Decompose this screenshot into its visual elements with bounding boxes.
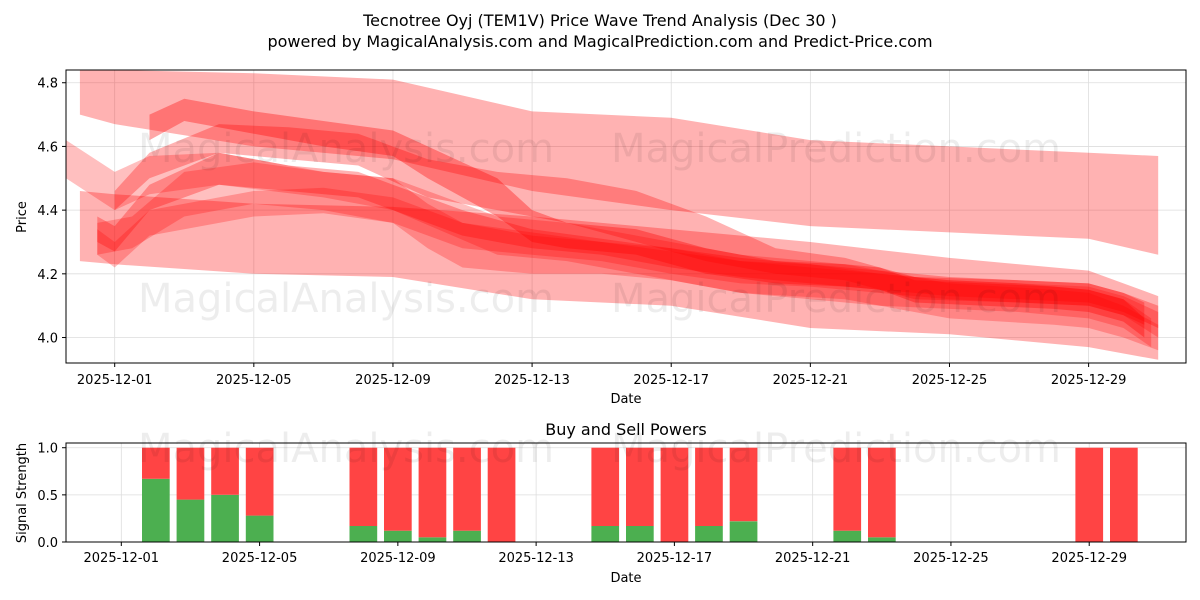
powers-x-ticks: 2025-12-01 2025-12-05 2025-12-09 2025-12-13…: [84, 542, 1127, 566]
powers-y-ticks: 0.0 0.5 1.0: [37, 442, 66, 551]
price-y-axis-label: Price: [15, 201, 30, 233]
price-x-tick-label: 2025-12-05: [216, 373, 292, 388]
sell-bar: [591, 447, 620, 526]
powers-x-tick-label: 2025-12-05: [222, 551, 298, 566]
chart-title: Tecnotree Oyj (TEM1V) Price Wave Trend A…: [362, 11, 837, 30]
price-x-axis-label: Date: [610, 392, 641, 407]
price-band-wave-f: [97, 152, 1159, 328]
price-y-tick-label: 4.6: [37, 140, 58, 155]
price-y-tick-label: 4.0: [37, 332, 58, 347]
sell-bar: [487, 447, 516, 542]
powers-x-tick-label: 2025-12-17: [637, 551, 713, 566]
buy-bar: [142, 478, 170, 542]
price-x-tick-label: 2025-12-09: [355, 373, 431, 388]
price-band-wide-upper: [79, 70, 1159, 255]
powers-x-tick-label: 2025-12-25: [913, 551, 989, 566]
sell-bar: [1075, 447, 1104, 542]
powers-x-axis-label: Date: [610, 571, 641, 586]
price-y-tick-label: 4.8: [37, 77, 58, 92]
price-band-wave-c: [97, 162, 1152, 348]
powers-x-tick-label: 2025-12-21: [775, 551, 851, 566]
buy-bar: [591, 526, 620, 542]
sell-bar: [1110, 447, 1138, 542]
buy-bar: [211, 494, 239, 542]
powers-y-tick-label: 0.5: [37, 489, 58, 504]
buy-bar: [695, 526, 723, 542]
price-y-tick-label: 4.4: [37, 204, 58, 219]
price-x-ticks: 2025-12-01 2025-12-05 2025-12-09 2025-12-13…: [77, 363, 1126, 388]
sell-bar: [833, 447, 862, 531]
sell-bar: [418, 447, 447, 538]
sell-bar: [868, 447, 896, 538]
price-x-tick-label: 2025-12-25: [912, 373, 988, 388]
buy-bar: [833, 530, 862, 542]
powers-plot-frame: [65, 442, 1187, 543]
powers-watermarks: MagicalAnalysis.com MagicalPrediction.co…: [138, 426, 1061, 472]
sell-bar: [453, 447, 481, 531]
buy-bar: [176, 499, 205, 542]
buy-bar: [418, 537, 447, 542]
sell-bar: [245, 447, 274, 516]
buy-bar: [245, 515, 274, 542]
price-x-tick-label: 2025-12-21: [773, 373, 849, 388]
powers-title: Buy and Sell Powers: [545, 420, 707, 439]
powers-y-tick-label: 1.0: [37, 442, 58, 457]
price-band-wave-d: [97, 187, 1159, 338]
sell-bar: [660, 447, 689, 542]
powers-x-tick-label: 2025-12-29: [1051, 551, 1127, 566]
sell-bar: [349, 447, 378, 526]
sell-bar: [729, 447, 758, 522]
sell-bar: [384, 447, 412, 531]
buy-bar: [349, 526, 378, 542]
price-x-tick-label: 2025-12-01: [77, 373, 153, 388]
price-band-wave-b: [114, 124, 1145, 325]
watermark-analysis-bottom: MagicalAnalysis.com: [138, 426, 554, 472]
price-y-ticks: 4.0 4.2 4.4 4.6 4.8: [37, 77, 66, 347]
buy-bar: [729, 521, 758, 542]
sell-bar: [176, 447, 205, 500]
powers-y-tick-label: 0.0: [37, 536, 58, 551]
sell-bar: [142, 447, 170, 479]
buy-bar: [626, 526, 654, 542]
buy-bar: [453, 530, 481, 542]
price-x-tick-label: 2025-12-29: [1051, 373, 1127, 388]
sell-bar: [211, 447, 239, 495]
watermark-prediction-top: MagicalPrediction.com: [611, 126, 1061, 172]
powers-x-tick-label: 2025-12-09: [360, 551, 436, 566]
price-x-tick-label: 2025-12-17: [633, 373, 709, 388]
buy-bar: [868, 537, 896, 542]
chart-subtitle: powered by MagicalAnalysis.com and Magic…: [267, 32, 932, 51]
price-grid: [66, 70, 1186, 363]
price-bands: [66, 70, 1159, 360]
watermark-analysis-mid: MagicalAnalysis.com: [138, 276, 554, 322]
price-band-wave-e: [149, 98, 1145, 338]
price-band-wave-a: [66, 140, 1159, 351]
price-watermarks: MagicalAnalysis.com MagicalPrediction.co…: [138, 126, 1061, 322]
powers-x-tick-label: 2025-12-01: [84, 551, 160, 566]
powers-x-tick-label: 2025-12-13: [498, 551, 574, 566]
watermark-analysis-top: MagicalAnalysis.com: [138, 126, 554, 172]
powers-y-axis-label: Signal Strength: [15, 443, 30, 543]
price-y-tick-label: 4.2: [37, 268, 58, 283]
sell-bar: [626, 447, 654, 526]
powers-bars: [142, 447, 1138, 542]
watermark-prediction-bottom: MagicalPrediction.com: [611, 426, 1061, 472]
sell-bar: [695, 447, 723, 526]
price-band-wide-lower: [79, 191, 1159, 360]
buy-bar: [384, 530, 412, 542]
price-x-tick-label: 2025-12-13: [494, 373, 570, 388]
watermark-prediction-mid: MagicalPrediction.com: [611, 276, 1061, 322]
price-plot-frame: [65, 69, 1187, 364]
